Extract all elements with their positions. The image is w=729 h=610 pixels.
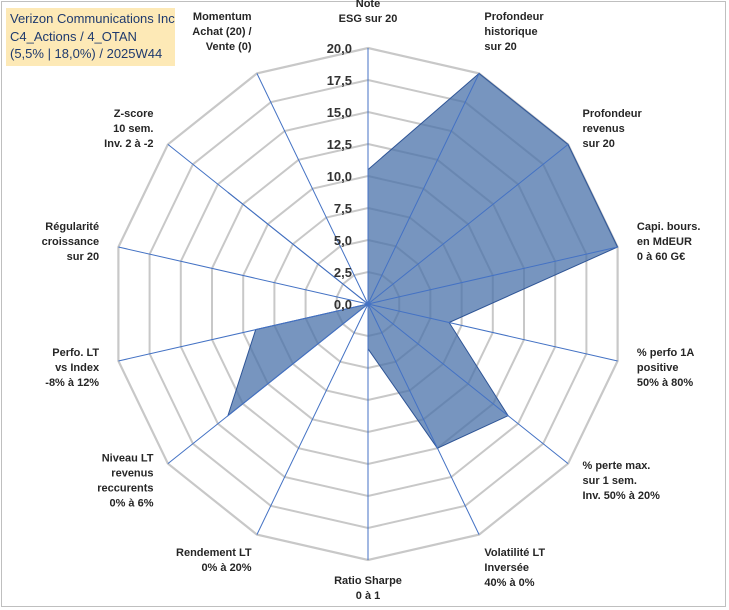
axis-spoke [367,246,618,305]
axis-label: Régularité croissance sur 20 [42,221,99,263]
axis-label-line: Inversée [484,562,529,574]
axis-label-line: sur 20 [484,41,516,53]
axis-label: Perfo. LT vs Index -8% à 12% [45,347,100,389]
axis-label-line: sur 1 sem. [583,475,637,487]
axis-label-line: vs Index [55,362,100,374]
axis-spoke [256,73,369,305]
axis-label-line: Vente (0) [206,41,252,53]
axis-label-line: revenus [111,467,153,479]
axis-label-line: Profondeur [484,11,544,23]
axis-label-line: croissance [42,236,99,248]
chart-title-line: Verizon Communications Inc [10,11,175,26]
axis-label-line: Achat (20) / [192,26,251,38]
axis-spoke [367,73,480,305]
tick-label: 12,5 [327,137,352,152]
axis-label: Volatilité LT Inversée 40% à 0% [484,547,545,589]
axis-spoke [118,303,369,362]
axis-label-line: 0% à 6% [109,497,153,509]
axis-label-line: -8% à 12% [45,377,99,389]
axis-spoke [367,303,569,464]
axis-label-line: Volatilité LT [484,547,545,559]
axis-label-line: Capi. bours. [637,221,701,233]
axis-label-line: Inv. 50% à 20% [583,490,661,502]
axis-label-line: 50% à 80% [637,377,693,389]
axis-label-line: Momentum [193,11,252,23]
axis-label-line: Ratio Sharpe [334,575,402,587]
axis-label: Rendement LT 0% à 20% [176,547,252,574]
axis-label: Z-score 10 sem. Inv. 2 à -2 [104,108,153,150]
axis-label-line: ESG sur 20 [339,13,398,25]
axis-label: Capi. bours. en MdEUR 0 à 60 G€ [637,221,701,263]
axis-label: % perfo 1A positive 50% à 80% [637,347,695,389]
axis-label: Profondeur historique sur 20 [484,11,544,53]
chart-title-line: C4_Actions / 4_OTAN [10,28,137,44]
axis-label: Niveau LT revenus reccurents 0% à 6% [97,452,154,509]
tick-label: 17,5 [327,73,352,88]
axis-label-line: % perfo 1A [637,347,695,359]
axis-label-line: Inv. 2 à -2 [104,138,153,150]
axis-spoke [167,144,369,305]
axis-spoke [167,303,369,464]
axis-label-line: positive [637,362,679,374]
axis-label-line: Niveau LT [102,452,154,464]
axis-label-line: % perte max. [583,460,651,472]
axis-label-line: Rendement LT [176,547,252,559]
axis-spoke [367,303,618,362]
axis-label-line: en MdEUR [637,236,692,248]
tick-label: 10,0 [327,169,352,184]
axis-label: Profondeur revenus sur 20 [583,108,643,150]
axis-label-line: Profondeur [583,108,643,120]
axis-spoke [367,144,569,305]
tick-label: 7,5 [334,201,352,216]
axis-label-line: sur 20 [583,138,615,150]
axis-label-line: Z-score [114,108,154,120]
tick-label: 0,0 [334,297,352,312]
chart-title-line: (5,5% | 18,0%) / 2025W44 [10,46,163,61]
axis-label-line: revenus [583,123,625,135]
axis-label-line: Régularité [45,221,99,233]
axis-label-line: Note [356,0,380,10]
axis-label-line: 0% à 20% [201,562,251,574]
axis-spoke [118,246,369,305]
axis-label: Ratio Sharpe 0 à 1 [334,575,402,602]
chart-title-box: Verizon Communications Inc C4_Actions / … [6,8,175,66]
tick-label: 2,5 [334,265,352,280]
axis-label-line: Perfo. LT [52,347,99,359]
tick-label: 20,0 [327,41,352,56]
axis-spoke [367,303,480,535]
axis-label-line: 40% à 0% [484,577,534,589]
axis-label: Note ESG sur 20 [339,0,398,25]
axis-label-line: 10 sem. [113,123,153,135]
axis-label-line: reccurents [97,482,153,494]
axis-label: Momentum Achat (20) / Vente (0) [192,11,252,53]
axis-label: % perte max. sur 1 sem. Inv. 50% à 20% [583,460,661,502]
axis-spoke [256,303,369,535]
axis-label-line: 0 à 60 G€ [637,251,685,263]
axis-label-line: 0 à 1 [356,590,380,602]
tick-label: 5,0 [334,233,352,248]
tick-label: 15,0 [327,105,352,120]
axis-label-line: sur 20 [67,251,99,263]
axis-label-line: historique [484,26,537,38]
